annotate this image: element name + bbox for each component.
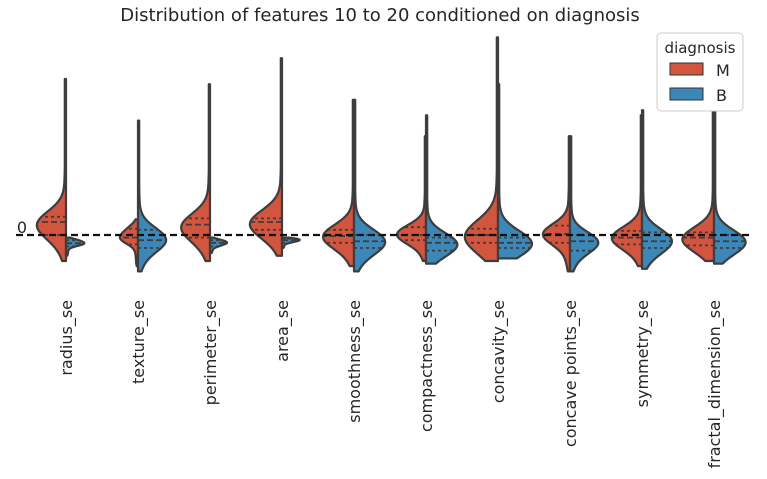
legend-swatch-m [669, 62, 704, 76]
violin-half-texture-se-b [136, 119, 168, 273]
violin-half-perimeter-se-b [208, 236, 229, 255]
x-tick-label: area_se [273, 300, 293, 362]
x-tick-label: symmetry_se [633, 300, 653, 407]
violin-half-area-se-m [248, 57, 284, 257]
chart-title: Distribution of features 10 to 20 condit… [120, 5, 640, 26]
x-tick-label: concavity_se [489, 300, 509, 403]
x-tick-label: texture_se [129, 300, 149, 384]
violin-half-symmetry-se-m [610, 114, 644, 268]
violin-half-perimeter-se-m [180, 83, 212, 263]
violin-group [35, 36, 747, 273]
violin-half-concave-points-se-m [541, 135, 572, 273]
x-tick-label: perimeter_se [201, 300, 221, 405]
y-tick-label: 0 [17, 218, 27, 237]
x-tick-label: concave points_se [561, 300, 581, 447]
legend-swatch-b [669, 87, 704, 101]
violin-half-fractal-dimension-se-m [681, 98, 716, 263]
violin-half-smoothness-se-b [352, 98, 387, 273]
x-tick-label: fractal_dimension_se [705, 300, 725, 468]
violin-half-fractal-dimension-se-b [712, 103, 747, 265]
violin-half-concavity-se-m [463, 36, 500, 263]
legend-label-b: B [716, 86, 727, 105]
violin-half-concavity-se-b [496, 83, 534, 260]
legend: diagnosis M B [656, 32, 744, 112]
violin-half-symmetry-se-b [640, 109, 674, 270]
violin-half-compactness-se-m [395, 135, 428, 263]
x-tick-label: compactness_se [417, 300, 437, 432]
legend-label-m: M [716, 61, 730, 80]
violin-half-smoothness-se-m [321, 98, 356, 268]
x-tick-label: smoothness_se [345, 300, 365, 423]
violin-half-texture-se-m [118, 218, 140, 268]
violin-half-radius-se-b [64, 236, 86, 257]
violin-half-radius-se-m [35, 77, 68, 263]
violin-half-concave-points-se-b [568, 135, 600, 273]
x-tick-labels: radius_se texture_se perimeter_se area_se sm… [57, 300, 725, 468]
violin-half-compactness-se-b [424, 114, 459, 265]
legend-title: diagnosis [665, 39, 736, 57]
x-tick-label: radius_se [57, 300, 77, 376]
